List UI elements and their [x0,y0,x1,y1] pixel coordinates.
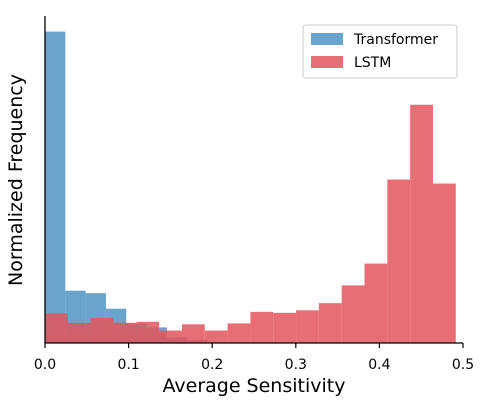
legend: Transformer LSTM [302,24,458,79]
x-tick-label: 0.4 [368,357,390,373]
lstm-bar-9 [250,311,274,343]
lstm-bar-8 [227,323,251,343]
legend-swatch-transformer [311,33,343,45]
lstm-bar-14 [364,263,388,343]
lstm-bar-16 [410,104,433,343]
lstm-bar-4 [136,321,160,343]
lstm-bars [45,104,456,343]
lstm-bar-15 [387,179,411,343]
lstm-bar-13 [341,285,365,343]
lstm-bar-11 [296,310,319,343]
lstm-bar-6 [181,324,205,343]
x-ticks: 0.0 0.1 0.2 0.3 0.4 0.5 [34,343,474,373]
lstm-bar-10 [273,312,297,343]
transformer-bar-0 [45,31,66,343]
x-axis-label: Average Sensitivity [163,375,346,397]
x-tick-label: 0.1 [117,357,139,373]
transformer-bars [45,31,208,343]
lstm-bar-5 [159,330,182,343]
legend-label-lstm: LSTM [354,55,391,71]
x-tick-label: 0.0 [34,357,56,373]
lstm-bar-12 [318,303,342,343]
lstm-bar-7 [204,330,228,343]
x-tick-label: 0.3 [285,357,307,373]
lstm-bar-17 [432,183,456,343]
lstm-bar-2 [90,318,114,343]
legend-label-transformer: Transformer [353,32,438,48]
lstm-bar-0 [45,313,68,343]
x-tick-label: 0.2 [201,357,223,373]
legend-swatch-lstm [311,56,343,68]
x-tick-label: 0.5 [452,357,474,373]
lstm-bar-3 [113,322,137,343]
lstm-bar-1 [67,322,91,343]
y-axis-label: Normalized Frequency [5,74,27,286]
